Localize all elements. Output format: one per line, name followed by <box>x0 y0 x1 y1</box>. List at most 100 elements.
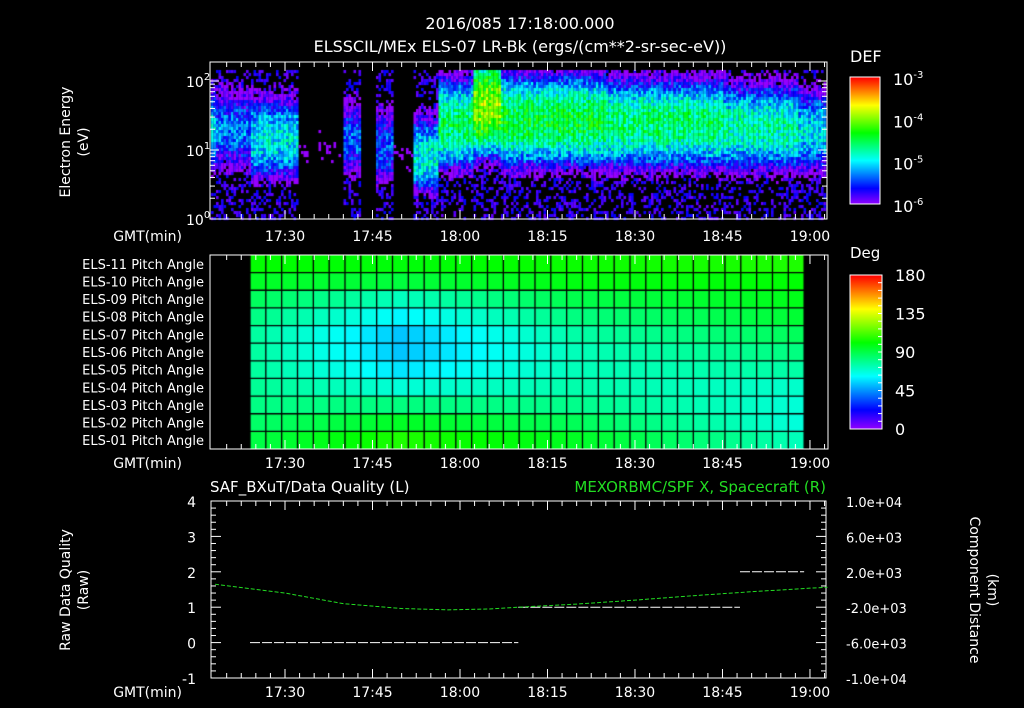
colorbar-deg-segment <box>850 314 882 316</box>
colorbar-deg-segment <box>850 363 882 365</box>
colorbar-def-segment <box>850 80 880 82</box>
colorbar-deg-segment <box>850 425 882 427</box>
colorbar-def-segment <box>850 84 880 86</box>
colorbar-def-segment <box>850 99 880 101</box>
colorbar-deg-segment <box>850 315 882 317</box>
colorbar-deg-segment <box>850 362 882 364</box>
colorbar-deg-segment <box>850 380 882 382</box>
colorbar-def-segment <box>850 132 880 134</box>
colorbar-def-segment <box>850 198 880 200</box>
colorbar-deg-segment <box>850 301 882 303</box>
colorbar-deg-segment <box>850 410 882 412</box>
colorbar-def-segment <box>850 128 880 130</box>
colorbar-def-segment <box>850 197 880 199</box>
colorbar-deg-segment <box>850 414 882 416</box>
colorbar-deg-segment <box>850 288 882 290</box>
colorbar-def-segment <box>850 89 880 91</box>
colorbar-def-segment <box>850 149 880 151</box>
colorbar-def-segment <box>850 177 880 179</box>
colorbar-def-segment <box>850 157 880 159</box>
colorbar-deg-segment <box>850 383 882 385</box>
colorbar-deg-segment <box>850 350 882 352</box>
colorbar-def-segment <box>850 169 880 171</box>
time-axis-label: GMT(min) <box>113 685 182 701</box>
colorbar-deg-segment <box>850 324 882 326</box>
colorbar-def-segment <box>850 98 880 100</box>
colorbar-deg-segment <box>850 341 882 343</box>
colorbar-def-segment <box>850 134 880 136</box>
colorbar-def-segment <box>850 105 880 107</box>
colorbar-deg-segment <box>850 367 882 369</box>
colorbar-deg-segment <box>850 277 882 279</box>
distance-yunit-text: (km) <box>984 574 1000 607</box>
colorbar-deg-segment <box>850 356 882 358</box>
colorbar-deg-tick-label: 0 <box>895 420 905 439</box>
colorbar-def-segment <box>850 172 880 174</box>
colorbar-def-segment <box>850 101 880 103</box>
y-tick-label-exp: 0 <box>204 210 210 221</box>
time-axis-label: GMT(min) <box>113 456 182 472</box>
colorbar-def-segment <box>850 120 880 122</box>
colorbar-def-segment <box>850 95 880 97</box>
colorbar-deg-segment <box>850 296 882 298</box>
colorbar-def-segment <box>850 196 880 198</box>
colorbar-deg-segment <box>850 278 882 280</box>
colorbar-def-segment <box>850 102 880 104</box>
colorbar-deg-segment <box>850 384 882 386</box>
colorbar-def-segment <box>850 147 880 149</box>
colorbar-def-segment <box>850 86 880 88</box>
colorbar-deg-segment <box>850 395 882 397</box>
colorbar-deg-segment <box>850 279 882 281</box>
colorbar-def-segment <box>850 96 880 98</box>
x-tick-label: 17:30 <box>265 685 305 701</box>
colorbar-deg-segment <box>850 352 882 354</box>
colorbar-def-segment <box>850 193 880 195</box>
colorbar-deg-segment <box>850 310 882 312</box>
colorbar-deg-segment <box>850 371 882 373</box>
colorbar-deg-segment <box>850 287 882 289</box>
colorbar-def-segment <box>850 158 880 160</box>
colorbar-deg-segment <box>850 361 882 363</box>
pitch-angle-row-label: ELS-04 Pitch Angle <box>82 381 204 396</box>
colorbar-deg-segment <box>850 388 882 390</box>
y-tick-label: 100 <box>186 210 210 229</box>
colorbar-deg-segment <box>850 375 882 377</box>
colorbar-deg-segment <box>850 423 882 425</box>
colorbar-def-frame <box>849 76 881 205</box>
colorbar-deg-segment <box>850 303 882 305</box>
colorbar-deg-segment <box>850 276 882 278</box>
colorbar-def-segment <box>850 142 880 144</box>
colorbar-def-segment <box>850 156 880 158</box>
left-y-tick-label: 4 <box>187 495 196 511</box>
colorbar-def-segment <box>850 184 880 186</box>
colorbar-deg-segment <box>850 381 882 383</box>
colorbar-def-segment <box>850 164 880 166</box>
x-tick-label: 19:00 <box>790 685 830 701</box>
colorbar-deg-tick-label: 90 <box>895 343 915 362</box>
x-tick-label: 18:30 <box>615 456 655 472</box>
colorbar-deg-segment <box>850 328 882 330</box>
x-tick-label: 17:30 <box>265 229 305 245</box>
colorbar-def-segment <box>850 125 880 127</box>
colorbar-deg-segment <box>850 344 882 346</box>
colorbar-deg-segment <box>850 306 882 308</box>
colorbar-def-segment <box>850 112 880 114</box>
right-y-tick-label: -6.0e+03 <box>846 638 907 653</box>
spectrogram-ylabel-text: Electron Energy <box>58 87 74 198</box>
colorbar-def-segment <box>850 152 880 154</box>
colorbar-def-tick-label-exp: -6 <box>913 197 923 208</box>
colorbar-deg-segment <box>850 333 882 335</box>
colorbar-def-segment <box>850 182 880 184</box>
left-y-tick-label: 1 <box>187 601 196 617</box>
x-tick-label: 19:00 <box>790 229 830 245</box>
colorbar-deg-segment <box>850 293 882 295</box>
colorbar-def-segment <box>850 140 880 142</box>
colorbar-deg-segment <box>850 426 882 428</box>
colorbar-deg-segment <box>850 372 882 374</box>
colorbar-deg-segment <box>850 320 882 322</box>
colorbar-def-segment <box>850 178 880 180</box>
colorbar-deg-segment <box>850 376 882 378</box>
colorbar-def-segment <box>850 90 880 92</box>
colorbar-deg-segment <box>850 275 882 277</box>
colorbar-deg-segment <box>850 285 882 287</box>
